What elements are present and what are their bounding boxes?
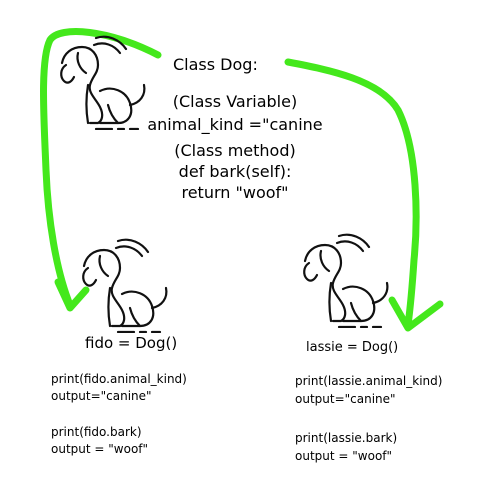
dog-icon: [303, 233, 389, 328]
code-line: output = "woof": [295, 449, 393, 463]
class-variable-heading: (Class Variable): [172, 92, 298, 111]
instance-declaration-fido: fido = Dog(): [85, 334, 178, 352]
code-line: output="canine": [295, 392, 396, 406]
class-method-return: return "woof": [181, 183, 289, 202]
code-line: print(lassie.bark): [295, 431, 398, 445]
arrow-to-lassie-head: [388, 296, 444, 332]
dog-icon: [82, 238, 168, 333]
class-variable-value: animal_kind ="canine: [147, 115, 323, 134]
class-title: Class Dog:: [173, 55, 258, 74]
instance-declaration-lassie: lassie = Dog(): [306, 340, 399, 355]
code-line: output="canine": [51, 389, 152, 403]
code-line: output = "woof": [51, 442, 149, 456]
class-method-def: def bark(self):: [178, 162, 292, 181]
code-line: print(fido.animal_kind): [51, 372, 187, 386]
class-method-heading: (Class method): [174, 141, 296, 160]
code-line: print(lassie.animal_kind): [295, 374, 443, 388]
code-line: print(fido.bark): [51, 425, 142, 439]
arrow-to-lassie: [284, 58, 420, 329]
arrow-to-fido: [40, 28, 162, 309]
dog-icon: [60, 35, 146, 130]
arrow-to-fido-head: [54, 278, 90, 312]
